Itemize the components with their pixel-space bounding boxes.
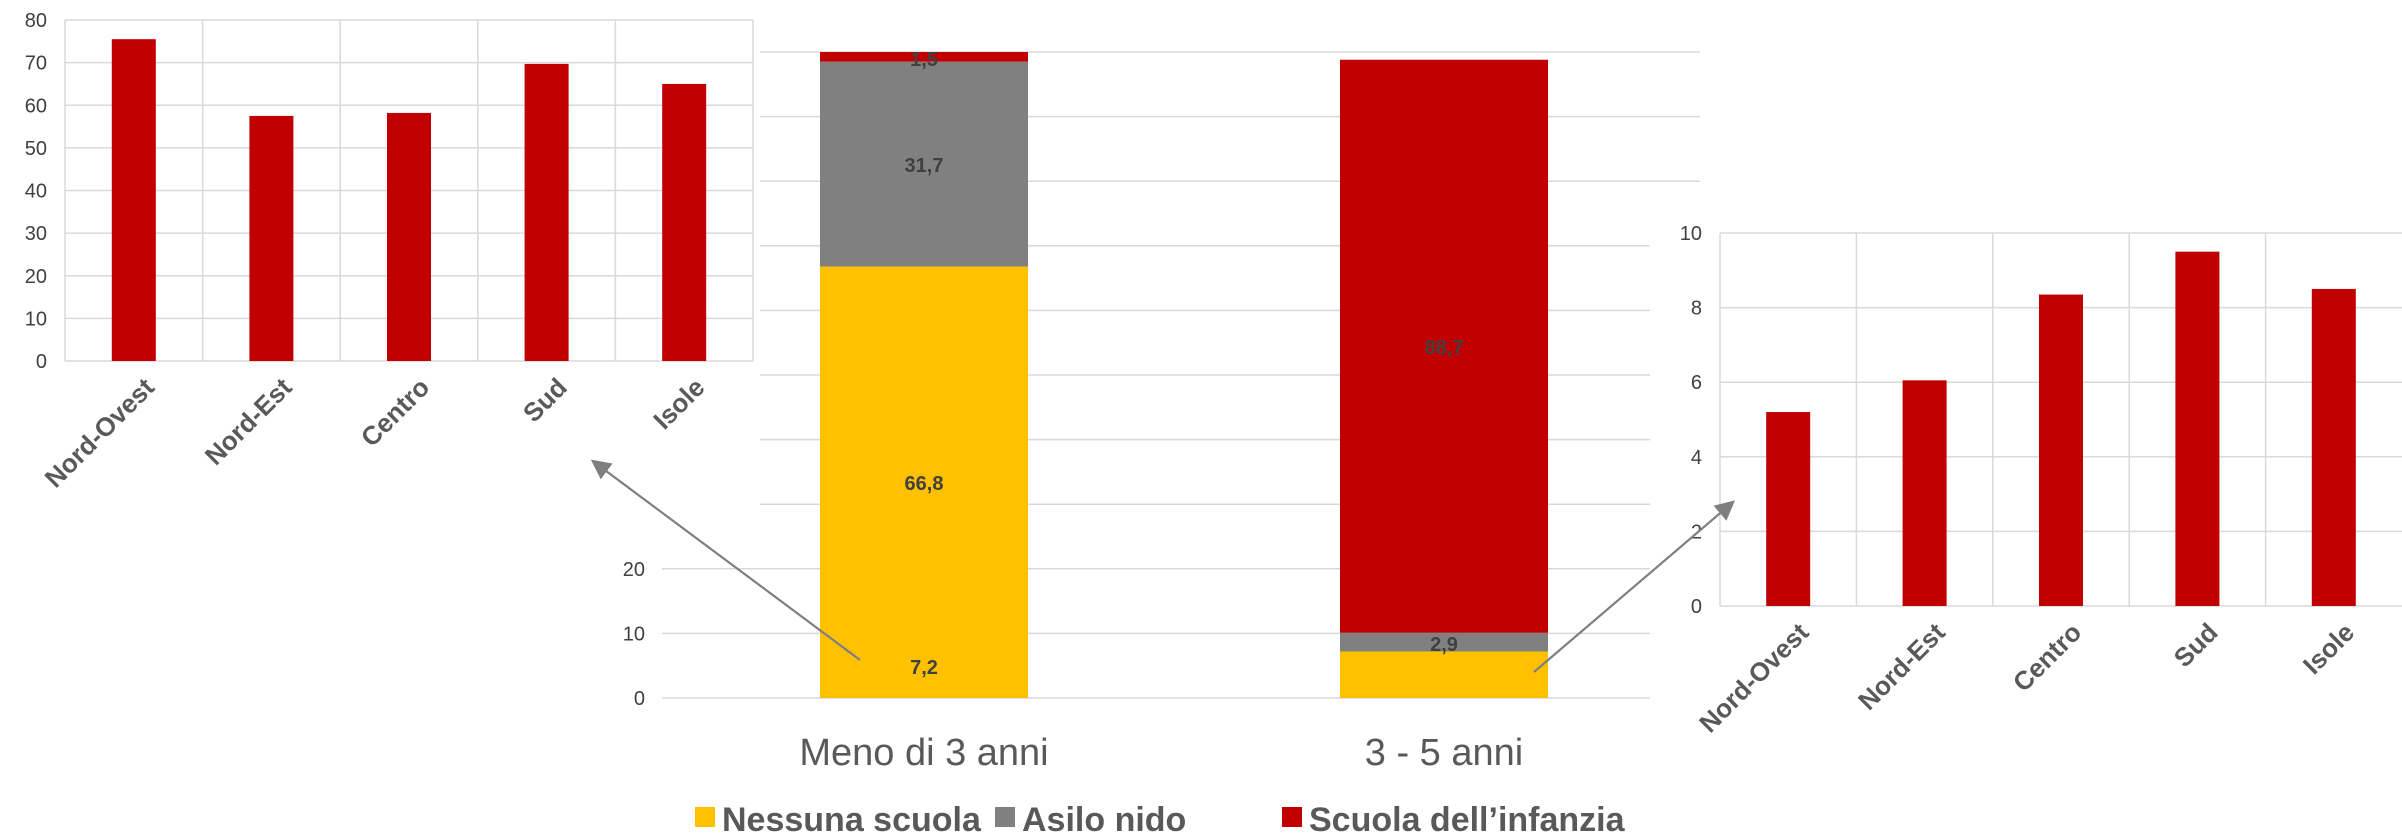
y-tick-label: 30 <box>25 223 47 245</box>
y-tick-label: 0 <box>1691 596 1702 618</box>
main-y-tick-label: 0 <box>634 688 645 710</box>
y-tick-label: 8 <box>1691 298 1702 320</box>
legend-label: Nessuna scuola <box>722 801 982 835</box>
main-data-label: 31,7 <box>905 155 944 177</box>
legend-label: Asilo nido <box>1022 801 1186 835</box>
main-bar-segment <box>1340 632 1548 652</box>
main-category-label: Meno di 3 anni <box>799 732 1048 774</box>
arrow-to-left-chart <box>590 459 861 661</box>
y-tick-label: 70 <box>25 53 47 75</box>
main-data-label: 1,5 <box>910 49 938 71</box>
y-tick-label: 20 <box>25 266 47 288</box>
y-tick-label: 40 <box>25 181 47 203</box>
main-data-label: 66,8 <box>905 473 944 495</box>
main-data-label: 7,2 <box>910 657 938 679</box>
y-tick-label: 80 <box>25 10 47 32</box>
y-tick-label: 4 <box>1691 447 1702 469</box>
legend-label: Scuola dell’infanzia <box>1309 801 1626 835</box>
y-tick-label: 60 <box>25 95 47 117</box>
bar <box>662 83 707 361</box>
main-bar-segment <box>820 266 1028 698</box>
main-y-tick-label: 10 <box>623 623 645 645</box>
bar <box>1766 412 1811 606</box>
main-bar-segment <box>820 52 1028 62</box>
y-tick-label: 0 <box>36 351 47 373</box>
bar <box>1902 380 1947 606</box>
legend-swatch <box>995 807 1015 827</box>
y-tick-label: 6 <box>1691 372 1702 394</box>
bar <box>249 115 294 361</box>
main-legend: Nessuna scuola Asilo nido Scuola dell’infa… <box>695 801 1626 835</box>
main-bar-segment <box>820 61 1028 267</box>
bar <box>2175 251 2220 606</box>
legend-swatch <box>1282 807 1302 827</box>
main-stacked-chart: 0 10 20 Meno di 3 anni 3 - 5 anni 66,8 7,2 31,7… <box>623 49 1700 774</box>
main-category-label: 3 - 5 anni <box>1365 732 1523 774</box>
main-bar-segment <box>1340 651 1548 698</box>
y-tick-label: 10 <box>25 308 47 330</box>
main-data-label: 2,9 <box>1430 634 1458 656</box>
bar <box>111 39 156 362</box>
main-data-label: 88,7 <box>1425 337 1464 359</box>
bar <box>387 112 431 361</box>
y-tick-label: 50 <box>25 138 47 160</box>
main-bar-segment <box>1340 59 1548 633</box>
arrow-to-right-chart <box>1533 500 1736 673</box>
y-tick-label: 10 <box>1680 223 1702 245</box>
bar <box>2311 288 2356 606</box>
bar <box>524 63 569 362</box>
bar <box>2039 294 2083 606</box>
main-y-tick-label: 20 <box>623 559 645 581</box>
legend-swatch <box>695 807 715 827</box>
